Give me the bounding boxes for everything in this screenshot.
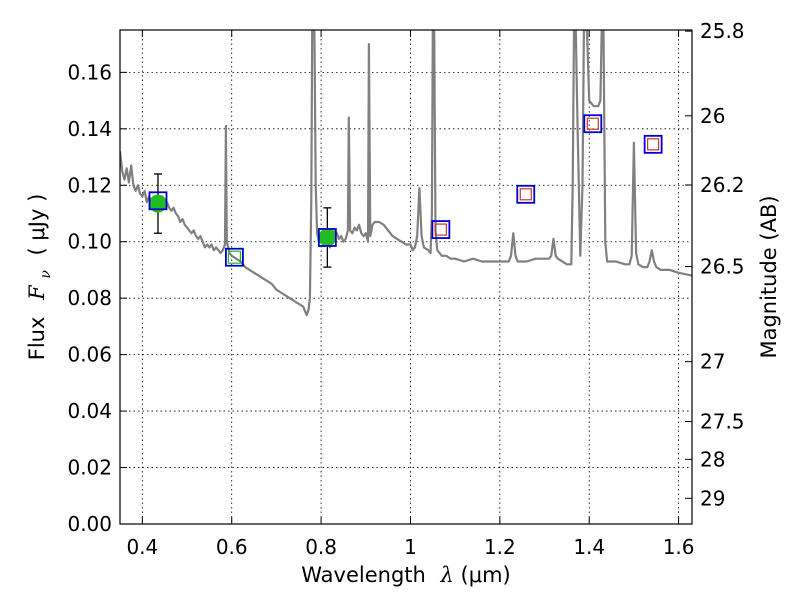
y2-tick-label: 26.2 (700, 173, 745, 197)
x-axis-title-symbol: λ (440, 563, 454, 587)
x-axis-title-prefix: Wavelength (301, 563, 426, 587)
y-axis-ticks: 0.00 0.02 0.04 0.06 0.08 0.10 0.12 0.14 0.16 (67, 60, 127, 536)
x-tick-label: 0.4 (126, 535, 158, 559)
x-tick-label: 1 (404, 535, 417, 559)
x-axis-title: Wavelength λ (μm) (301, 563, 510, 587)
model-point-inner (227, 250, 241, 264)
x-tick-label: 1.6 (663, 535, 695, 559)
y2-tick-label: 26.5 (700, 255, 745, 279)
model-point-inner (586, 117, 599, 130)
x-axis-ticks: 0.4 0.6 0.8 1 1.2 1.4 1.6 (126, 30, 695, 559)
y-tick-label: 0.14 (67, 117, 112, 141)
y-tick-label: 0.16 (67, 60, 112, 84)
y2-tick-label: 27 (700, 350, 725, 374)
x-tick-label: 1.4 (573, 535, 605, 559)
y-tick-label: 0.06 (67, 343, 112, 367)
y2-tick-label: 29 (700, 486, 725, 510)
spectrum-series (120, 30, 692, 317)
plot-area (120, 30, 692, 524)
y-axis-title: Flux F ν ( μJy ) (25, 194, 55, 361)
y2-axis-ticks: 25.8 26 26.2 26.5 27 27.5 28 29 (685, 19, 745, 510)
model-point-inner (320, 230, 334, 245)
model-point (643, 134, 663, 154)
model-point (148, 191, 168, 211)
x-tick-label: 1.2 (484, 535, 516, 559)
y-tick-label: 0.04 (67, 399, 112, 423)
x-tick-label: 0.8 (305, 535, 337, 559)
x-tick-label: 0.6 (216, 535, 248, 559)
y2-tick-label: 25.8 (700, 19, 745, 43)
y2-tick-label: 27.5 (700, 410, 745, 434)
spectrum-line (120, 30, 692, 317)
y-axis-title-symbol: F (25, 284, 49, 301)
model-series (148, 114, 663, 267)
model-point (317, 228, 337, 247)
y-axis-title-symbol-sub: ν (38, 270, 54, 279)
model-point (431, 220, 451, 239)
y-tick-label: 0.12 (67, 173, 112, 197)
y-tick-label: 0.10 (67, 230, 112, 254)
y-tick-label: 0.08 (67, 286, 112, 310)
model-point-inner (647, 138, 660, 151)
y2-axis-title: Magnitude (AB) (757, 195, 781, 358)
model-point (516, 184, 536, 204)
x-axis-title-unit: (μm) (461, 563, 511, 587)
y-tick-label: 0.02 (67, 456, 112, 480)
plot-frame (119, 29, 693, 525)
y-tick-label: 0.00 (67, 512, 112, 536)
model-point (583, 114, 603, 134)
y-axis-title-unit: ( μJy ) (25, 194, 49, 256)
model-point (224, 247, 244, 267)
y-axis-title-prefix: Flux (25, 317, 49, 361)
y2-tick-label: 26 (700, 104, 725, 128)
model-point-inner (434, 223, 447, 236)
y2-tick-label: 28 (700, 447, 725, 471)
model-point-inner (519, 188, 532, 201)
